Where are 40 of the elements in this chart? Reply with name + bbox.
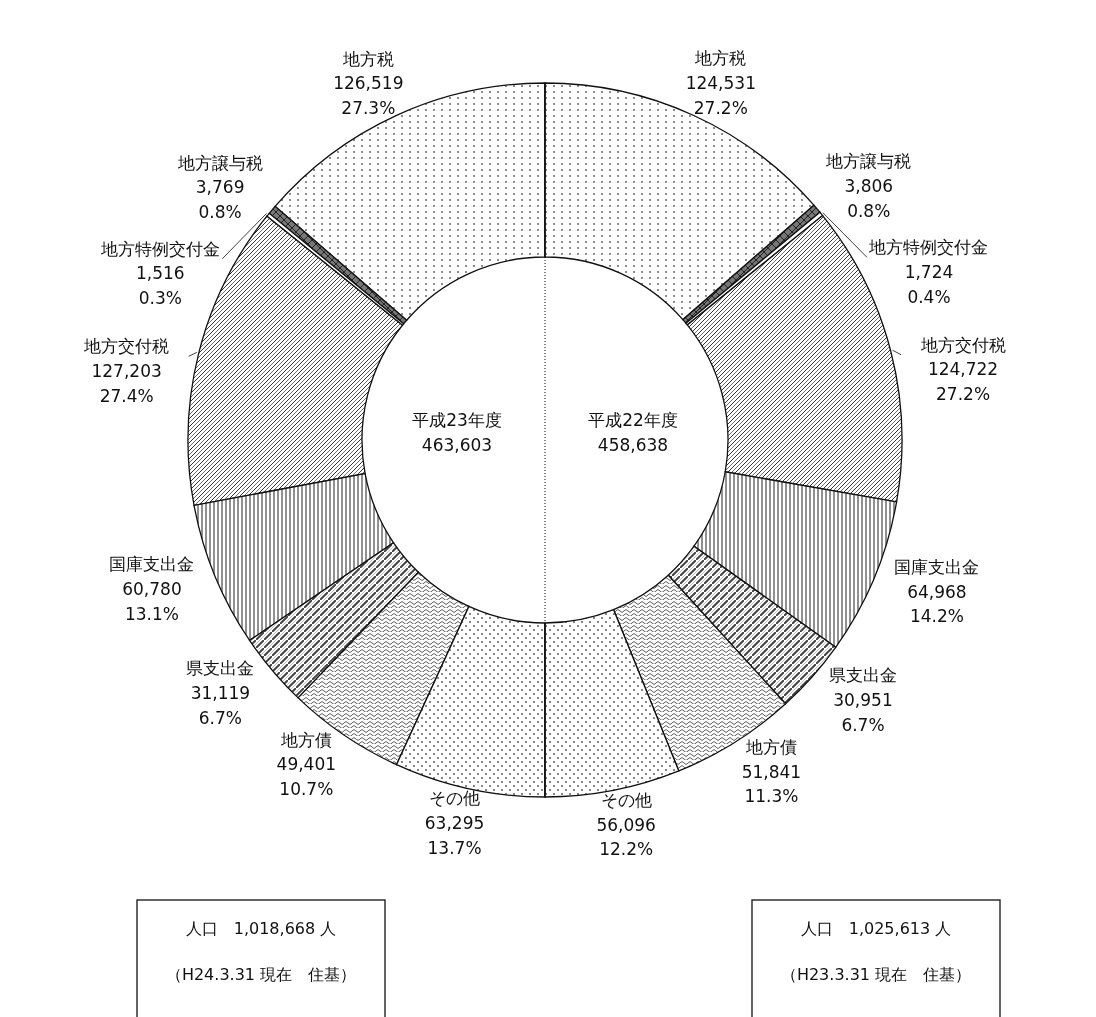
data-label: 3,806 0.8%: [844, 176, 894, 221]
data-label: 63,295 13.7%: [424, 813, 485, 858]
slice-label: その他: [429, 788, 481, 809]
slice-label: 国庫支出金: [109, 554, 195, 575]
slice-label: 地方特例交付金: [868, 237, 989, 258]
data-label: 51,841 11.3%: [741, 761, 802, 807]
text: 人口 1,025,613 人: [800, 919, 952, 938]
data-label: 124,531 27.2%: [685, 73, 756, 118]
data-label: 3,769 0.8%: [195, 177, 245, 222]
text: （H24.3.31 現在 住基）: [165, 965, 357, 984]
text: 平成22年度: [588, 410, 678, 430]
data-label: 49,401 10.7%: [276, 754, 337, 799]
text: 463,603: [421, 434, 493, 455]
text: 458,638: [597, 434, 669, 455]
text: （H23.3.31 現在 住基）: [780, 965, 972, 984]
slice-label: 地方交付税: [919, 334, 1006, 355]
slice-label: 地方特例交付金: [99, 238, 220, 259]
slice-label: 地方譲与税: [825, 151, 912, 172]
data-label: 56,096 12.2%: [596, 814, 656, 860]
data-label: 1,724 0.4%: [904, 261, 954, 307]
text: 平成23年度: [412, 410, 502, 430]
data-label: 31,119 6.7%: [190, 683, 251, 728]
slice-label: 地方税: [694, 48, 747, 69]
slice-label: 地方債: [279, 729, 332, 750]
slice-label: その他: [600, 790, 652, 811]
slice-label: 県支出金: [186, 658, 255, 679]
slice-label: 地方債: [744, 737, 797, 758]
data-label: 30,951 6.7%: [833, 690, 893, 735]
data-label: 1,516 0.3%: [135, 263, 185, 309]
slice-label: 地方譲与税: [176, 152, 263, 173]
data-label: 126,519 27.3%: [333, 73, 404, 119]
slice-label: 国庫支出金: [894, 556, 980, 577]
data-label: 64,968 14.2%: [907, 581, 967, 627]
slice-label: 地方税: [341, 48, 394, 69]
slice-label: 地方交付税: [83, 336, 170, 357]
data-label: 60,780 13.1%: [122, 579, 182, 624]
data-label: 124,722 27.2%: [927, 359, 999, 405]
data-label: 127,203 27.4%: [91, 360, 162, 406]
slice-label: 県支出金: [828, 665, 897, 686]
text: 人口 1,018,668 人: [185, 919, 337, 938]
